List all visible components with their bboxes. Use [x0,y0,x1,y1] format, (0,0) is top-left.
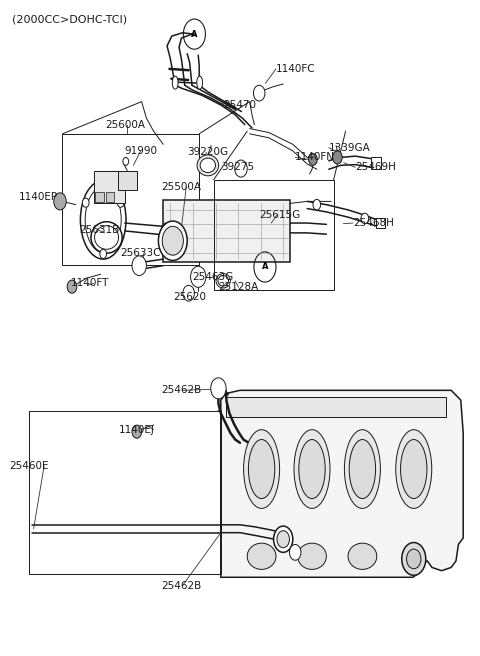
Circle shape [309,154,317,165]
Text: 1140FT: 1140FT [71,278,109,289]
Text: 1140EP: 1140EP [19,192,59,202]
Circle shape [117,198,124,207]
Text: 39275: 39275 [221,162,254,173]
Bar [95,192,104,202]
Text: 39220G: 39220G [187,147,228,157]
Text: 1140EJ: 1140EJ [119,424,155,435]
Ellipse shape [244,430,279,508]
Circle shape [123,157,129,165]
Ellipse shape [247,543,276,569]
Text: 25469H: 25469H [355,162,396,173]
Text: 25128A: 25128A [218,282,259,293]
Text: 25460E: 25460E [10,461,49,471]
Ellipse shape [218,276,228,286]
Circle shape [407,549,421,569]
Bar [214,180,334,290]
Text: (2000CC>DOHC-TCI): (2000CC>DOHC-TCI) [12,14,127,24]
Bar [371,157,381,169]
Ellipse shape [299,440,325,499]
Ellipse shape [344,430,380,508]
Ellipse shape [91,222,122,253]
Ellipse shape [298,543,326,569]
Circle shape [211,378,226,399]
Text: 1339GA: 1339GA [329,142,371,153]
Ellipse shape [400,440,427,499]
Ellipse shape [85,187,121,253]
Ellipse shape [197,76,203,89]
Ellipse shape [294,430,330,508]
Text: 91990: 91990 [125,146,158,156]
Circle shape [402,543,426,575]
Bar [106,192,114,202]
Ellipse shape [396,430,432,508]
Circle shape [333,151,342,164]
Circle shape [289,544,301,560]
Ellipse shape [349,440,375,499]
Circle shape [361,213,369,224]
Circle shape [253,85,265,101]
Circle shape [67,280,77,293]
Circle shape [191,266,206,287]
Bar [163,200,290,262]
Text: 25631B: 25631B [79,224,120,235]
Text: 25500A: 25500A [161,182,201,192]
Circle shape [235,160,247,177]
Circle shape [277,531,289,548]
Circle shape [132,256,146,276]
Circle shape [274,526,293,552]
Circle shape [313,199,321,210]
Ellipse shape [200,158,216,173]
Text: 25615G: 25615G [259,210,300,220]
Text: A: A [262,262,268,272]
Bar [226,397,446,417]
Circle shape [100,249,107,258]
Text: A: A [191,30,198,39]
Text: 1140FC: 1140FC [276,64,316,74]
Ellipse shape [161,223,171,243]
Circle shape [162,226,183,255]
Text: 25470: 25470 [223,100,256,110]
Text: 25462B: 25462B [161,385,201,396]
Circle shape [132,425,142,438]
Circle shape [83,198,89,207]
Text: 25468H: 25468H [353,218,394,228]
Bar [94,171,125,203]
Text: 25620: 25620 [173,291,206,302]
Bar [62,134,199,265]
Text: 25633C: 25633C [120,247,160,258]
Ellipse shape [172,76,178,89]
Ellipse shape [249,440,275,499]
Text: 25600A: 25600A [106,119,145,130]
Bar [376,218,385,228]
Text: 25463G: 25463G [192,272,233,282]
Polygon shape [221,390,463,577]
Bar [118,171,137,190]
Text: 25462B: 25462B [161,581,201,591]
Ellipse shape [216,274,230,288]
Circle shape [183,285,194,301]
Ellipse shape [348,543,377,569]
Ellipse shape [81,180,126,259]
Text: 1140FN: 1140FN [295,152,335,163]
Ellipse shape [95,226,119,249]
Circle shape [158,221,187,260]
Bar [29,411,221,574]
Circle shape [54,193,66,210]
Ellipse shape [197,155,219,176]
